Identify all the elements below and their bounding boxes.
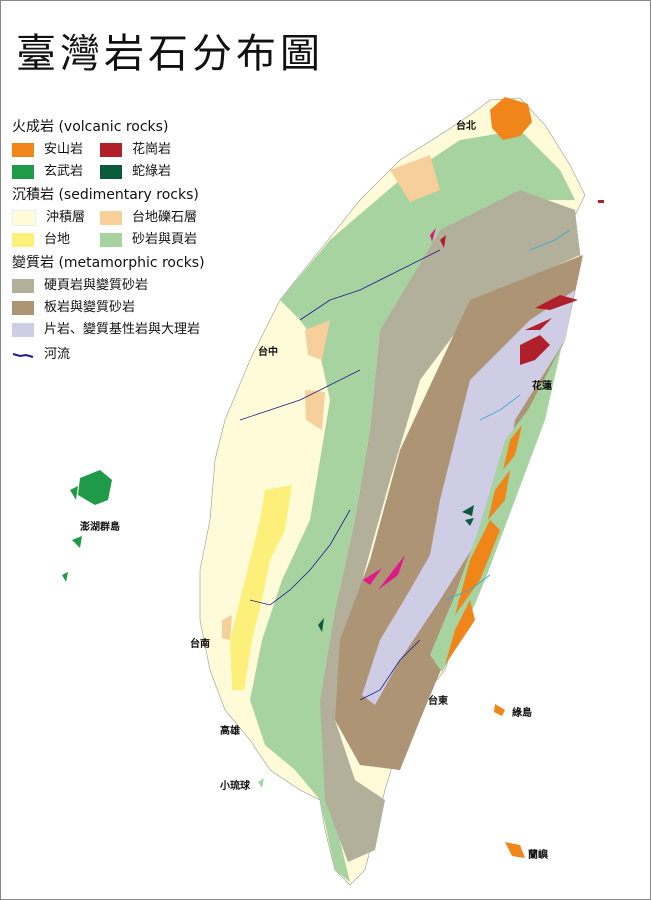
place-label-tainan: 台南 [190, 637, 210, 650]
legend-swatch [12, 279, 34, 293]
legend-label: 台地 [44, 232, 71, 247]
place-label-taipei: 台北 [456, 119, 476, 132]
legend-item-ophiolite: 蛇綠岩 [100, 164, 188, 180]
legend-label: 板岩與變質砂岩 [44, 300, 136, 315]
legend-label: 台地礫石層 [132, 210, 198, 225]
legend-swatch [100, 143, 122, 157]
granite-patches [440, 235, 578, 365]
terrace-region [230, 485, 292, 690]
legend: 火成岩 (volcanic rocks) 安山岩 花崗岩 玄武岩 蛇綠岩 沉積岩… [12, 118, 232, 366]
legend-label: 片岩、變質基性岩與大理岩 [44, 322, 201, 337]
ophiolite-patches [318, 505, 474, 632]
legend-label: 花崗岩 [132, 142, 172, 157]
hard-shale-region [320, 190, 580, 862]
place-label-penghu: 澎湖群島 [80, 520, 120, 533]
legend-item-alluvium: 沖積層 [12, 210, 100, 226]
legend-item-granite: 花崗岩 [100, 142, 188, 158]
legend-item-andesite: 安山岩 [12, 142, 100, 158]
legend-swatch [100, 233, 122, 247]
xiaoliuqiu-island [258, 778, 264, 788]
legend-label: 河流 [44, 347, 71, 362]
legend-swatch [12, 323, 34, 337]
schist-region [362, 290, 575, 705]
penghu-islands [62, 470, 112, 582]
legend-swatch [12, 143, 34, 157]
place-label-taitung: 台東 [428, 694, 448, 707]
legend-group-sedimentary: 沉積岩 (sedimentary rocks) 沖積層 台地礫石層 台地 砂岩與… [12, 186, 232, 251]
legend-item-terrace-gravel: 台地礫石層 [100, 210, 197, 226]
legend-item-schist: 片岩、變質基性岩與大理岩 [12, 322, 232, 338]
legend-label: 蛇綠岩 [132, 164, 172, 179]
legend-swatch [12, 233, 34, 247]
legend-swatch [100, 165, 122, 179]
north-islet [598, 200, 604, 203]
place-labels: 台北 台中 花蓮 澎湖群島 台南 台東 綠島 高雄 小琉球 蘭嶼 [80, 119, 552, 861]
legend-item-hard-shale: 硬頁岩與變質砂岩 [12, 278, 232, 294]
legend-swatch [12, 301, 34, 315]
place-label-lanyu: 蘭嶼 [528, 848, 548, 861]
place-label-kaohsiung: 高雄 [220, 724, 240, 737]
place-label-taichung: 台中 [258, 345, 278, 358]
legend-item-sandstone-shale: 砂岩與頁岩 [100, 232, 197, 248]
legend-label: 玄武岩 [44, 164, 84, 179]
legend-group-title: 火成岩 (volcanic rocks) [12, 119, 169, 135]
terrace-gravel-patches [222, 155, 440, 640]
river-icon [12, 353, 34, 358]
taiwan-island [199, 97, 586, 886]
map-title: 臺灣岩石分布圖 [16, 31, 324, 77]
legend-label: 安山岩 [44, 142, 84, 157]
legend-item-basalt: 玄武岩 [12, 164, 100, 180]
place-label-hualien: 花蓮 [532, 379, 552, 392]
magenta-intrusions [363, 228, 436, 590]
legend-swatch [12, 210, 36, 226]
legend-label: 沖積層 [46, 210, 86, 225]
legend-item-slate: 板岩與變質砂岩 [12, 300, 232, 316]
legend-label: 砂岩與頁岩 [132, 232, 198, 247]
legend-swatch [12, 165, 34, 179]
legend-group-volcanic: 火成岩 (volcanic rocks) 安山岩 花崗岩 玄武岩 蛇綠岩 [12, 118, 232, 183]
place-label-xiaoliuqiu: 小琉球 [219, 779, 251, 792]
sandstone-shale-region [250, 130, 575, 882]
legend-group-title: 沉積岩 (sedimentary rocks) [12, 187, 199, 203]
legend-label: 硬頁岩與變質砂岩 [44, 278, 149, 293]
rivers [239, 229, 571, 701]
legend-group-title: 變質岩 (metamorphic rocks) [12, 255, 205, 271]
place-label-green-island: 綠島 [512, 706, 532, 719]
legend-item-river: 河流 [12, 344, 232, 366]
legend-group-metamorphic: 變質岩 (metamorphic rocks) 硬頁岩與變質砂岩 板岩與變質砂岩… [12, 254, 232, 341]
legend-item-terrace: 台地 [12, 232, 100, 248]
legend-swatch [100, 211, 122, 225]
